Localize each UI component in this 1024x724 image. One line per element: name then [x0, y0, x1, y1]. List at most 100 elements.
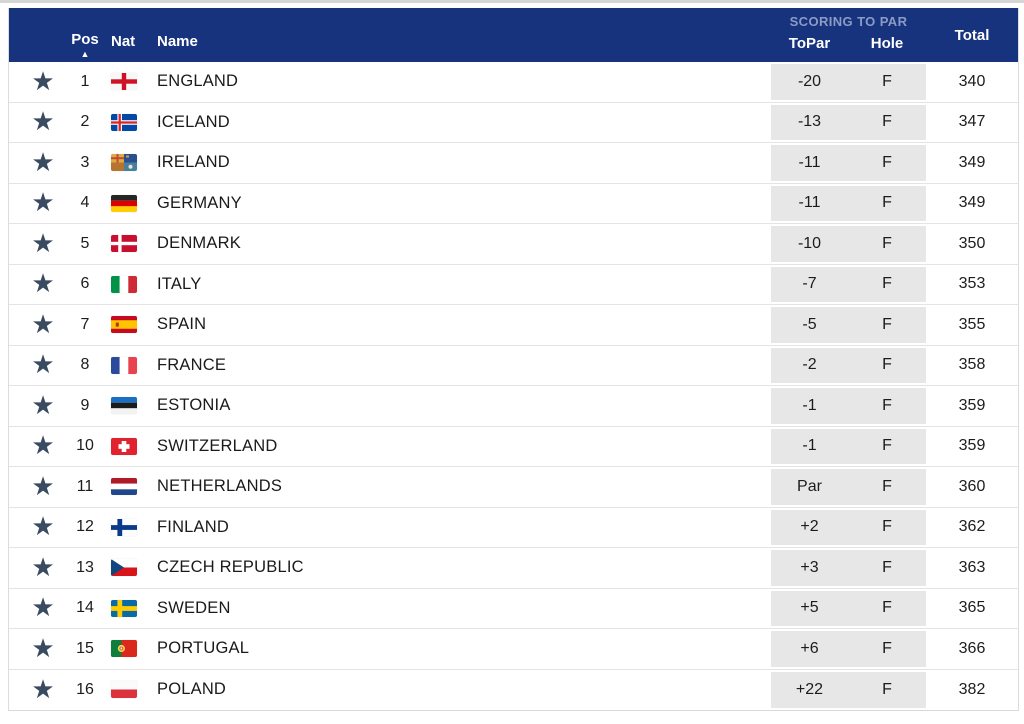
- column-header-pos[interactable]: Pos ▲: [65, 8, 105, 62]
- nat-cell: [105, 275, 147, 293]
- germany-flag-icon: [111, 194, 137, 212]
- table-row[interactable]: ★ 3 IRELAND -11 F 349: [9, 143, 1018, 184]
- favorite-star-icon[interactable]: ★: [31, 146, 55, 177]
- favorite-star-icon[interactable]: ★: [31, 632, 55, 663]
- total-value: 340: [958, 72, 986, 90]
- nat-cell: [105, 599, 147, 617]
- scoring-subheaders: ToPar Hole: [771, 35, 926, 52]
- favorite-star-icon[interactable]: ★: [31, 106, 55, 137]
- score-block: -2 F: [771, 345, 926, 385]
- score-block: -5 F: [771, 305, 926, 345]
- nat-cell: [105, 356, 147, 374]
- position-value: 2: [80, 113, 90, 131]
- spain-flag-icon: [111, 316, 137, 334]
- score-block: +22 F: [771, 669, 926, 710]
- favorite-cell: ★: [9, 106, 65, 137]
- score-block: Par F: [771, 467, 926, 507]
- total-value: 359: [958, 437, 986, 455]
- country-name: GERMANY: [157, 193, 242, 212]
- position-value: 3: [80, 153, 90, 171]
- topar-value: +22: [795, 680, 824, 698]
- favorite-cell: ★: [9, 430, 65, 461]
- total-value: 349: [958, 153, 986, 171]
- table-row[interactable]: ★ 10 SWITZERLAND -1 F 359: [9, 426, 1018, 467]
- topar-value: -20: [797, 72, 822, 90]
- total-value: 359: [958, 396, 986, 414]
- topar-value: -1: [802, 396, 817, 414]
- finland-flag-icon: [111, 518, 137, 536]
- favorite-star-icon[interactable]: ★: [31, 470, 55, 501]
- favorite-cell: ★: [9, 470, 65, 501]
- table-row[interactable]: ★ 13 CZECH REPUBLIC +3 F 363: [9, 548, 1018, 589]
- table-row[interactable]: ★ 11 NETHERLANDS Par F 360: [9, 467, 1018, 508]
- hole-value: F: [882, 194, 892, 212]
- favorite-star-icon[interactable]: ★: [31, 349, 55, 380]
- hole-value: F: [882, 356, 892, 374]
- score-block: +5 F: [771, 588, 926, 628]
- sort-ascending-icon: ▲: [80, 49, 90, 59]
- topar-value: -11: [798, 153, 821, 171]
- table-row[interactable]: ★ 7 SPAIN -5 F 355: [9, 305, 1018, 346]
- table-row[interactable]: ★ 14 SWEDEN +5 F 365: [9, 588, 1018, 629]
- favorite-star-icon[interactable]: ★: [31, 65, 55, 96]
- estonia-flag-icon: [111, 397, 137, 415]
- total-value: 363: [958, 558, 986, 576]
- favorite-cell: ★: [9, 308, 65, 339]
- favorite-star-icon[interactable]: ★: [31, 389, 55, 420]
- table-row[interactable]: ★ 8 FRANCE -2 F 358: [9, 345, 1018, 386]
- total-value: 350: [958, 234, 986, 252]
- table-row[interactable]: ★ 12 FINLAND +2 F 362: [9, 507, 1018, 548]
- favorite-star-icon[interactable]: ★: [31, 551, 55, 582]
- total-value: 362: [958, 518, 986, 536]
- column-header-nat: Nat: [105, 8, 147, 62]
- position-value: 1: [80, 72, 90, 90]
- hole-value: F: [882, 275, 892, 293]
- denmark-flag-icon: [111, 235, 137, 253]
- favorite-star-icon[interactable]: ★: [31, 187, 55, 218]
- nat-cell: [105, 113, 147, 131]
- favorite-star-icon[interactable]: ★: [31, 592, 55, 623]
- table-row[interactable]: ★ 16 POLAND +22 F 382: [9, 669, 1018, 710]
- poland-flag-icon: [111, 681, 137, 699]
- nat-cell: [105, 518, 147, 536]
- portugal-flag-icon: [111, 640, 137, 658]
- score-block: -1 F: [771, 386, 926, 426]
- favorite-star-icon[interactable]: ★: [31, 673, 55, 704]
- table-row[interactable]: ★ 1 ENGLAND -20 F 340: [9, 62, 1018, 103]
- favorite-cell: ★: [9, 65, 65, 96]
- netherlands-flag-icon: [111, 478, 137, 496]
- country-name: SWEDEN: [157, 598, 231, 617]
- position-value: 10: [76, 437, 94, 455]
- favorite-star-icon[interactable]: ★: [31, 308, 55, 339]
- position-value: 7: [80, 315, 90, 333]
- table-row[interactable]: ★ 4 GERMANY -11 F 349: [9, 183, 1018, 224]
- ireland-flag-icon: [111, 154, 137, 172]
- column-header-total: Total: [926, 8, 1018, 62]
- favorite-star-icon[interactable]: ★: [31, 511, 55, 542]
- italy-flag-icon: [111, 275, 137, 293]
- country-name: SWITZERLAND: [157, 436, 278, 455]
- header-star-spacer: [9, 8, 65, 62]
- leaderboard-table: Pos ▲ Nat Name SCORING TO PAR ToPar Hole…: [8, 8, 1019, 711]
- score-block: -13 F: [771, 102, 926, 142]
- czech-republic-flag-icon: [111, 559, 137, 577]
- hole-value: F: [882, 680, 892, 698]
- nat-cell: [105, 559, 147, 577]
- table-row[interactable]: ★ 2 ICELAND -13 F 347: [9, 102, 1018, 143]
- table-row[interactable]: ★ 5 DENMARK -10 F 350: [9, 224, 1018, 265]
- top-divider: [0, 0, 1024, 3]
- table-row[interactable]: ★ 15 PORTUGAL +6 F 366: [9, 629, 1018, 670]
- position-value: 9: [80, 396, 90, 414]
- country-name: CZECH REPUBLIC: [157, 558, 304, 577]
- topar-value: -2: [802, 356, 817, 374]
- scoring-to-par-group: SCORING TO PAR ToPar Hole: [771, 8, 926, 62]
- table-row[interactable]: ★ 6 ITALY -7 F 353: [9, 264, 1018, 305]
- favorite-star-icon[interactable]: ★: [31, 227, 55, 258]
- score-block: -20 F: [771, 62, 926, 102]
- country-name: ITALY: [157, 274, 202, 293]
- favorite-star-icon[interactable]: ★: [31, 268, 55, 299]
- hole-value: F: [882, 72, 892, 90]
- favorite-cell: ★: [9, 632, 65, 663]
- favorite-star-icon[interactable]: ★: [31, 430, 55, 461]
- table-row[interactable]: ★ 9 ESTONIA -1 F 359: [9, 386, 1018, 427]
